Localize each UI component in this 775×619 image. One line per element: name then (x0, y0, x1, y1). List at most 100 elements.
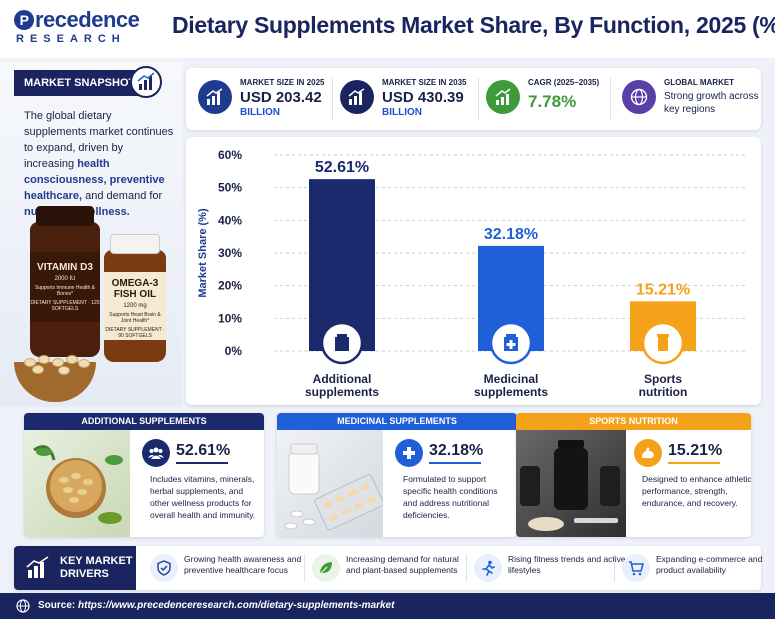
kpi-global-market: GLOBAL MARKET Strong growth across key r… (622, 76, 759, 122)
y-tick-label: 0% (225, 344, 243, 358)
x-category-label: Medicinal (484, 372, 539, 386)
y-tick-label: 40% (218, 213, 242, 227)
softgel (32, 365, 44, 374)
card-medicinal-supplements[interactable]: MEDICINAL SUPPLEMENTS 32.18% Formulated … (277, 413, 517, 537)
logo-subtitle: RESEARCH (16, 33, 126, 45)
card-percentage: 52.61% (176, 442, 231, 459)
logo-mark: P (14, 10, 34, 30)
card-percentage: 32.18% (429, 442, 484, 459)
bottle-label: VITAMIN D3 (37, 262, 93, 273)
people-icon (142, 439, 170, 467)
y-tick-label: 10% (218, 311, 242, 325)
snapshot-text-part: and demand for (82, 190, 163, 202)
softgel (52, 358, 64, 367)
kpi-value: USD 203.42 (240, 89, 322, 106)
x-category-label: Sports (644, 372, 682, 386)
omega-3-bottle: OMEGA-3 FISH OIL 1200 mg Supports Heart … (104, 234, 166, 362)
divider (332, 78, 333, 120)
kpi-cagr: CAGR (2025–2035) 7.78% (486, 76, 606, 122)
divider (668, 462, 720, 464)
market-snapshot-panel: MARKET SNAPSHOT The global dietary suppl… (0, 62, 182, 407)
drivers-title: KEY MARKET DRIVERS (60, 555, 134, 581)
growth-chart-icon (26, 556, 49, 578)
footer: Source: https://www.precedenceresearch.c… (0, 593, 775, 619)
muscle-icon (634, 439, 662, 467)
x-category-label: supplements (305, 385, 379, 399)
source-label: Source: (38, 600, 79, 611)
driver-text: Increasing demand for natural and plant-… (346, 554, 459, 575)
sports-nutrition-icon-glyph (657, 334, 669, 351)
trend-up-icon (486, 80, 520, 114)
card-percentage: 15.21% (668, 442, 723, 459)
logo-wordmark: recedence (35, 7, 140, 32)
kpi-label: MARKET SIZE IN 2025 (240, 78, 325, 87)
y-tick-label: 50% (218, 181, 242, 195)
kpi-value: 7.78% (528, 92, 577, 111)
y-tick-label: 30% (218, 246, 242, 260)
divider (304, 554, 305, 582)
key-market-drivers: KEY MARKET DRIVERS Growing health awaren… (14, 546, 762, 590)
driver-natural-supplements: Increasing demand for natural and plant-… (312, 552, 462, 584)
drivers-title-line: KEY MARKET (60, 555, 133, 567)
softgel (38, 355, 50, 364)
softgel (58, 366, 70, 375)
card-additional-supplements[interactable]: ADDITIONAL SUPPLEMENTS 52.61% Includes v… (24, 413, 264, 537)
chart-icon (130, 66, 162, 98)
softgel (24, 358, 36, 367)
page-title: Dietary Supplements Market Share, By Fun… (172, 12, 775, 38)
y-tick-label: 60% (218, 148, 242, 162)
bottle-label-2: FISH OIL (113, 289, 157, 300)
card-title: SPORTS NUTRITION (516, 413, 751, 430)
y-axis-label: Market Share (%) (197, 208, 209, 298)
driver-text: Rising fitness trends and active lifesty… (508, 554, 626, 575)
cart-icon (622, 554, 650, 582)
snapshot-highlight: health consciousness, preventive healthc… (24, 158, 165, 202)
divider (176, 462, 228, 464)
kpi-unit: BILLION (240, 107, 280, 118)
blister-pack-image (277, 430, 384, 537)
y-tick-label: 20% (218, 279, 242, 293)
card-title: MEDICINAL SUPPLEMENTS (277, 413, 517, 430)
globe-icon (622, 80, 656, 114)
kpi-value: USD 430.39 (382, 89, 464, 106)
kpi-label: MARKET SIZE IN 2035 (382, 78, 467, 87)
divider (429, 462, 481, 464)
bottle-claim: Supports Heart Brain & Joint Health* (109, 312, 161, 324)
vitamin-d3-bottle: VITAMIN D3 2000 IU Supports Immune Healt… (30, 206, 100, 357)
card-title: ADDITIONAL SUPPLEMENTS (24, 413, 264, 430)
x-category-label: Additional (313, 372, 372, 386)
kpi-row: MARKET SIZE IN 2025 USD 203.42 BILLION M… (186, 68, 761, 130)
kpi-label: GLOBAL MARKET (664, 78, 735, 87)
softgel (78, 359, 90, 368)
x-category-label: nutrition (639, 385, 688, 399)
bar-value-label: 15.21% (636, 281, 690, 298)
source-link[interactable]: https://www.precedenceresearch.com/dieta… (78, 600, 395, 611)
runner-icon (474, 554, 502, 582)
gym-supplements-image (516, 430, 626, 537)
bar-growth-icon (198, 80, 232, 114)
card-description: Includes vitamins, minerals, herbal supp… (150, 474, 256, 520)
bottle-dose: 2000 IU (54, 276, 76, 282)
driver-health-awareness: Growing health awareness and preventive … (150, 552, 302, 584)
leaf-icon (312, 554, 340, 582)
bar-value-label: 32.18% (484, 226, 538, 243)
driver-ecommerce: Expanding e-commerce and product availab… (622, 552, 762, 584)
kpi-market-size-2035: MARKET SIZE IN 2035 USD 430.39 BILLION (340, 76, 476, 122)
bar-chart-svg: 0% 10% 20% 30% 40% 50% 60% Market Share (%) 52.6… (197, 148, 746, 399)
driver-text: Expanding e-commerce and product availab… (656, 554, 763, 575)
drivers-heading: KEY MARKET DRIVERS (14, 546, 136, 590)
medical-cross-glyph (506, 340, 516, 349)
globe-icon (16, 599, 30, 613)
softgel (66, 355, 78, 364)
card-sports-nutrition[interactable]: SPORTS NUTRITION 15.21% Designed to enha… (516, 413, 751, 537)
market-share-chart: 0% 10% 20% 30% 40% 50% 60% Market Share (%) 52.6… (186, 137, 761, 405)
snapshot-text-part: The global dietary supplements market co… (24, 110, 174, 170)
supplement-bottle-icon-glyph (335, 334, 349, 351)
driver-text: Growing health awareness and preventive … (184, 554, 302, 575)
x-category-label: supplements (474, 385, 548, 399)
divider (478, 78, 479, 120)
divider (610, 78, 611, 120)
divider (466, 554, 467, 582)
